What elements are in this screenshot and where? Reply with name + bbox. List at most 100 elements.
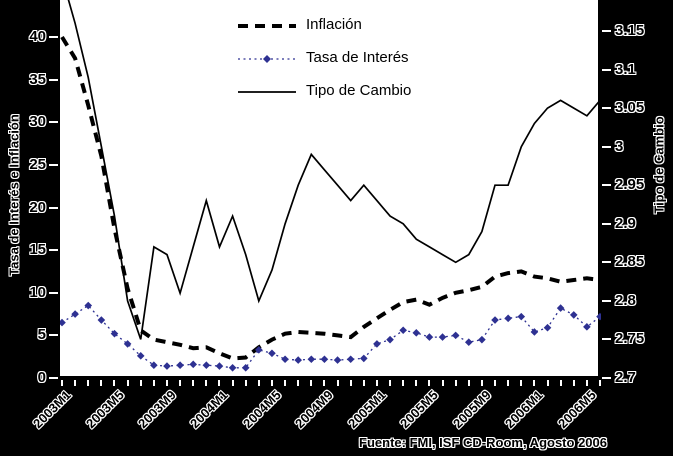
x-axis-tick <box>375 380 378 386</box>
right-axis-tick <box>602 338 611 341</box>
x-axis-tick <box>165 380 168 386</box>
x-axis-tick <box>336 380 339 386</box>
tasa-de-interes-marker <box>281 355 289 364</box>
series-plot <box>60 0 601 372</box>
tasa-de-interes-marker <box>438 333 447 341</box>
x-axis-tick <box>113 380 116 386</box>
source-note: Fuente: FMI, ISF CD-Room, Agosto 2006 <box>359 435 607 450</box>
left-axis-tick <box>49 334 58 337</box>
left-axis-title: Tasa de Interés e Inflación <box>6 114 22 276</box>
x-axis-tick <box>218 380 221 386</box>
tasa-de-interes-marker <box>255 346 263 354</box>
tasa-de-interes-marker <box>215 362 224 370</box>
tasa-de-interes-marker <box>583 323 591 331</box>
left-axis-tick-label: 25 <box>29 155 46 173</box>
right-axis-tick-label: 2.9 <box>615 214 636 232</box>
left-axis-tick <box>49 78 58 81</box>
tasa-de-interes-marker <box>504 314 512 323</box>
left-axis-tick-label: 20 <box>29 198 46 216</box>
right-axis-tick <box>602 184 611 187</box>
tasa-de-interes-marker <box>202 361 211 370</box>
left-axis-tick <box>49 121 58 124</box>
right-axis-tick <box>602 261 611 264</box>
x-axis-tick <box>507 380 510 386</box>
right-axis-title: Tipo de Cambio <box>651 116 667 214</box>
left-axis-tick <box>49 36 58 38</box>
legend-item-inflacion: Inflación <box>238 8 411 41</box>
x-axis-tick <box>533 380 536 386</box>
x-axis-tick <box>585 380 588 386</box>
x-axis-tick <box>572 380 575 386</box>
tasa-de-interes-marker <box>136 352 145 360</box>
right-axis-tick-label: 2.7 <box>615 369 636 386</box>
x-axis-tick <box>257 380 260 386</box>
x-axis-tick <box>599 380 601 386</box>
tasa-de-interes-marker <box>596 312 601 321</box>
left-axis-tick <box>49 291 58 294</box>
x-axis-tick <box>310 380 313 386</box>
tasa-de-interes-marker <box>241 363 250 372</box>
legend-label: Inflación <box>306 16 362 33</box>
tasa-de-interes-marker <box>346 355 355 364</box>
x-axis-tick <box>139 380 142 386</box>
legend-item-tasa-de-interes: Tasa de Interés <box>238 41 411 74</box>
right-axis-tick <box>602 30 611 32</box>
x-axis-tick <box>297 380 300 386</box>
left-axis-tick-label: 10 <box>29 283 46 301</box>
right-axis-tick-label: 2.95 <box>615 176 645 194</box>
left-axis-tick-label: 5 <box>37 326 46 344</box>
right-axis-tick <box>602 68 611 71</box>
x-axis-tick <box>270 380 273 386</box>
right-axis-tick <box>602 222 611 225</box>
left-axis-tick <box>49 249 58 252</box>
right-axis-tick <box>602 107 611 110</box>
right-axis-tick-label: 3.05 <box>615 99 645 117</box>
x-axis-tick <box>152 380 155 386</box>
x-axis-tick <box>402 380 405 386</box>
tasa-de-interes-marker <box>60 318 66 327</box>
x-axis-tick <box>323 380 326 386</box>
tasa-de-interes-marker <box>268 349 276 358</box>
tasa-de-interes-marker <box>97 316 106 324</box>
tasa-de-interes-marker <box>464 338 473 346</box>
x-axis-tick <box>415 380 418 386</box>
tasa-de-interes-marker <box>491 316 499 324</box>
x-axis-tick <box>244 380 247 386</box>
x-axis-tick <box>74 380 77 386</box>
tasa-de-interes-marker <box>189 360 198 369</box>
tasa-de-interes-dotted-diamond-sample <box>238 52 296 64</box>
tasa-de-interes-marker <box>150 361 158 370</box>
x-axis-tick <box>126 380 129 386</box>
x-axis-tick <box>61 380 63 386</box>
tasa-de-interes-marker <box>412 329 421 337</box>
tasa-de-interes-marker <box>451 331 460 340</box>
tasa-de-interes-marker <box>163 362 171 370</box>
x-axis-tick <box>520 380 523 386</box>
right-axis-tick <box>602 145 611 148</box>
x-axis-tick <box>441 380 444 386</box>
x-axis-tick <box>389 380 392 386</box>
plot-area <box>58 0 600 378</box>
tasa-de-interes-marker <box>517 312 526 321</box>
x-axis-tick <box>179 380 182 386</box>
tasa-de-interes-marker <box>307 355 316 364</box>
tasa-de-interes-marker <box>478 335 486 344</box>
tasa-de-interes-marker <box>84 301 93 310</box>
left-axis-tick-label: 0 <box>37 369 46 386</box>
tasa-de-interes-marker <box>228 363 237 372</box>
tasa-de-interes-marker <box>425 333 434 341</box>
x-axis-tick <box>349 380 352 386</box>
tasa-de-interes-marker <box>373 340 381 348</box>
x-axis-tick <box>87 380 90 386</box>
right-axis-tick-label: 2.85 <box>615 253 645 271</box>
x-axis-tick <box>467 380 470 386</box>
right-axis-tick-label: 2.8 <box>615 291 636 309</box>
tasa-de-interes-marker <box>176 361 184 370</box>
tipo-de-cambio-solid-line-sample <box>238 85 296 97</box>
tipo-de-cambio-line <box>67 0 601 340</box>
tasa-de-interes-marker <box>399 326 407 335</box>
left-axis-tick <box>49 377 58 379</box>
inflacion-dashed-line-sample <box>238 19 296 31</box>
right-axis-tick-label: 3.1 <box>615 60 636 78</box>
